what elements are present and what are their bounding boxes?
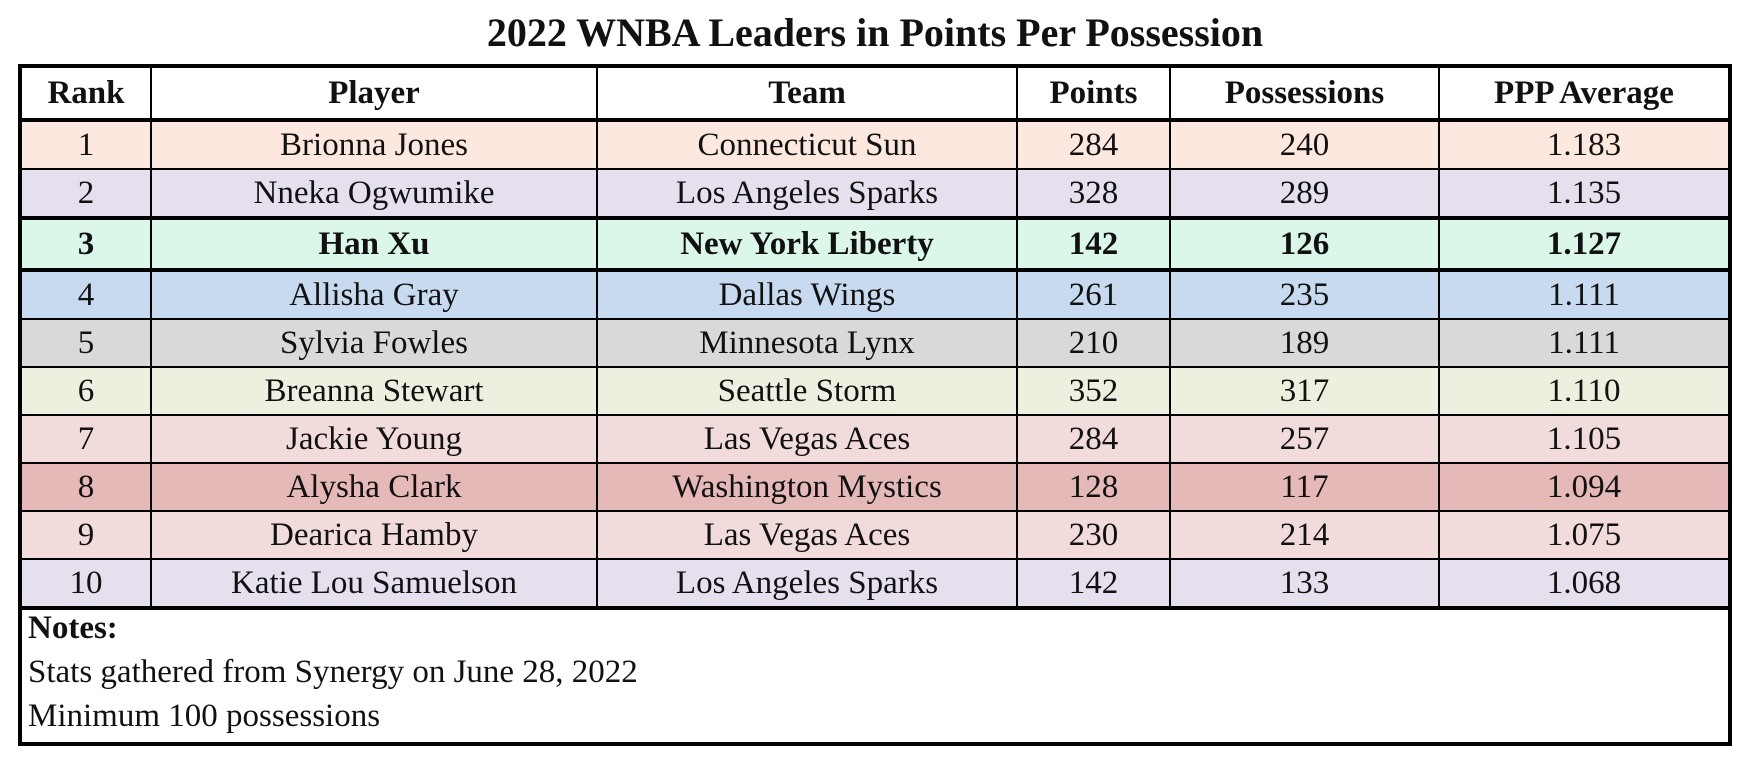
cell-rank: 4 xyxy=(22,270,152,320)
cell-points: 210 xyxy=(1016,319,1171,368)
cell-possessions: 117 xyxy=(1169,463,1440,512)
cell-points: 261 xyxy=(1016,270,1171,320)
col-header-rank: Rank xyxy=(22,68,152,122)
table-row: 1 Brionna Jones Connecticut Sun 284 240 1.183 xyxy=(22,120,1728,170)
cell-rank: 9 xyxy=(22,511,152,560)
chart-title: 2022 WNBA Leaders in Points Per Possessi… xyxy=(486,10,1264,55)
cell-ppp: 1.183 xyxy=(1438,120,1728,170)
col-header-player: Player xyxy=(150,68,598,122)
table-row: 3 Han Xu New York Liberty 142 126 1.127 xyxy=(22,216,1728,272)
table-frame: Rank Player Team Points Possessions PPP … xyxy=(18,64,1732,746)
cell-possessions: 235 xyxy=(1169,270,1440,320)
notes-line-source: Stats gathered from Synergy on June 28, … xyxy=(28,654,638,690)
cell-team: Las Vegas Aces xyxy=(596,415,1018,464)
cell-ppp: 1.135 xyxy=(1438,169,1728,219)
cell-ppp: 1.094 xyxy=(1438,463,1728,512)
cell-ppp: 1.075 xyxy=(1438,511,1728,560)
cell-possessions: 133 xyxy=(1169,559,1440,610)
cell-ppp: 1.105 xyxy=(1438,415,1728,464)
cell-possessions: 289 xyxy=(1169,169,1440,219)
cell-team: Minnesota Lynx xyxy=(596,319,1018,368)
cell-ppp: 1.068 xyxy=(1438,559,1728,610)
table-body: 1 Brionna Jones Connecticut Sun 284 240 1.183… xyxy=(22,120,1728,610)
notes-heading: Notes: xyxy=(28,610,118,646)
cell-team: Los Angeles Sparks xyxy=(596,559,1018,610)
notes-section: Notes: Stats gathered from Synergy on Ju… xyxy=(28,606,1718,738)
table-row: 9 Dearica Hamby Las Vegas Aces 230 214 1.075 xyxy=(22,511,1728,560)
cell-points: 328 xyxy=(1016,169,1171,219)
col-header-points: Points xyxy=(1016,68,1171,122)
notes-line-minimum: Minimum 100 possessions xyxy=(28,698,381,734)
cell-possessions: 126 xyxy=(1169,216,1440,272)
cell-possessions: 189 xyxy=(1169,319,1440,368)
cell-player: Sylvia Fowles xyxy=(150,319,598,368)
header-row: Rank Player Team Points Possessions PPP … xyxy=(22,68,1728,122)
cell-rank: 3 xyxy=(22,216,152,272)
col-header-possessions: Possessions xyxy=(1169,68,1440,122)
cell-player: Han Xu xyxy=(150,216,598,272)
table-row: 2 Nneka Ogwumike Los Angeles Sparks 328 289 1… xyxy=(22,169,1728,219)
cell-rank: 1 xyxy=(22,120,152,170)
cell-player: Katie Lou Samuelson xyxy=(150,559,598,610)
cell-possessions: 317 xyxy=(1169,367,1440,416)
cell-ppp: 1.110 xyxy=(1438,367,1728,416)
cell-possessions: 214 xyxy=(1169,511,1440,560)
cell-team: Las Vegas Aces xyxy=(596,511,1018,560)
cell-rank: 6 xyxy=(22,367,152,416)
cell-ppp: 1.111 xyxy=(1438,319,1728,368)
cell-points: 284 xyxy=(1016,120,1171,170)
cell-team: Seattle Storm xyxy=(596,367,1018,416)
cell-points: 284 xyxy=(1016,415,1171,464)
cell-possessions: 257 xyxy=(1169,415,1440,464)
cell-points: 142 xyxy=(1016,216,1171,272)
cell-possessions: 240 xyxy=(1169,120,1440,170)
cell-player: Alysha Clark xyxy=(150,463,598,512)
cell-rank: 10 xyxy=(22,559,152,610)
table-row: 8 Alysha Clark Washington Mystics 128 117 1.0… xyxy=(22,463,1728,512)
table-row: 10 Katie Lou Samuelson Los Angeles Sparks 1… xyxy=(22,559,1728,610)
cell-rank: 5 xyxy=(22,319,152,368)
cell-team: Connecticut Sun xyxy=(596,120,1018,170)
cell-ppp: 1.127 xyxy=(1438,216,1728,272)
cell-player: Jackie Young xyxy=(150,415,598,464)
cell-team: Los Angeles Sparks xyxy=(596,169,1018,219)
table-row: 4 Allisha Gray Dallas Wings 261 235 1.111 xyxy=(22,270,1728,320)
cell-ppp: 1.111 xyxy=(1438,270,1728,320)
col-header-ppp: PPP Average xyxy=(1438,68,1728,122)
leaders-table: Rank Player Team Points Possessions PPP … xyxy=(22,68,1728,610)
cell-points: 230 xyxy=(1016,511,1171,560)
cell-rank: 7 xyxy=(22,415,152,464)
cell-player: Allisha Gray xyxy=(150,270,598,320)
cell-rank: 8 xyxy=(22,463,152,512)
cell-player: Nneka Ogwumike xyxy=(150,169,598,219)
table-row: 6 Breanna Stewart Seattle Storm 352 317 1.110 xyxy=(22,367,1728,416)
cell-player: Brionna Jones xyxy=(150,120,598,170)
table-row: 7 Jackie Young Las Vegas Aces 284 257 1.105 xyxy=(22,415,1728,464)
cell-team: New York Liberty xyxy=(596,216,1018,272)
cell-team: Dallas Wings xyxy=(596,270,1018,320)
cell-team: Washington Mystics xyxy=(596,463,1018,512)
cell-rank: 2 xyxy=(22,169,152,219)
cell-points: 352 xyxy=(1016,367,1171,416)
cell-player: Dearica Hamby xyxy=(150,511,598,560)
table-row: 5 Sylvia Fowles Minnesota Lynx 210 189 1.111 xyxy=(22,319,1728,368)
cell-points: 128 xyxy=(1016,463,1171,512)
col-header-team: Team xyxy=(596,68,1018,122)
cell-player: Breanna Stewart xyxy=(150,367,598,416)
cell-points: 142 xyxy=(1016,559,1171,610)
